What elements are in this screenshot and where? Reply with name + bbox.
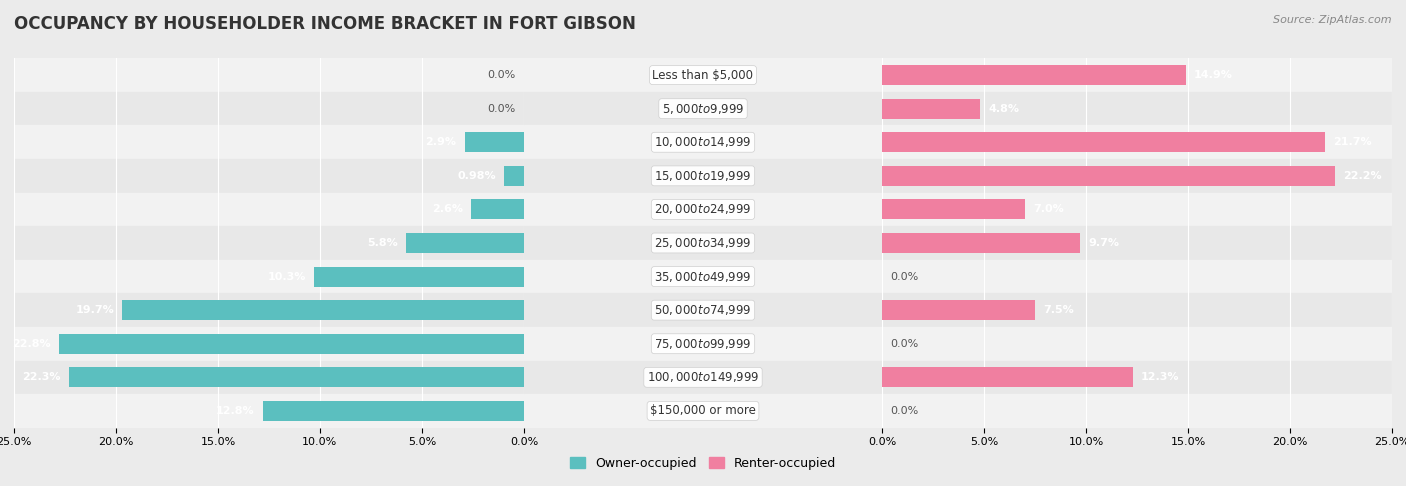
Bar — [882, 132, 1324, 152]
Bar — [14, 361, 524, 394]
Bar — [882, 199, 1025, 220]
Text: 0.0%: 0.0% — [890, 406, 918, 416]
Text: 4.8%: 4.8% — [988, 104, 1019, 114]
Text: Less than $5,000: Less than $5,000 — [652, 69, 754, 82]
Text: 22.8%: 22.8% — [13, 339, 51, 349]
Bar — [14, 125, 524, 159]
Bar — [524, 226, 882, 260]
Bar — [524, 394, 882, 428]
Bar — [69, 367, 524, 387]
Bar — [882, 226, 1392, 260]
Bar — [14, 226, 524, 260]
Bar — [882, 65, 1187, 85]
Bar — [882, 125, 1392, 159]
Bar — [14, 159, 524, 192]
Bar — [882, 260, 1392, 294]
Bar — [882, 233, 1080, 253]
Bar — [524, 159, 882, 192]
Bar — [14, 327, 524, 361]
Bar — [14, 192, 524, 226]
Bar — [524, 260, 882, 294]
Bar — [122, 300, 524, 320]
Bar — [882, 300, 1035, 320]
Bar — [524, 58, 882, 92]
Text: $100,000 to $149,999: $100,000 to $149,999 — [647, 370, 759, 384]
Bar — [471, 199, 524, 220]
Bar — [524, 92, 882, 125]
Text: 9.7%: 9.7% — [1088, 238, 1119, 248]
Bar — [59, 334, 524, 354]
Text: 10.3%: 10.3% — [267, 272, 305, 281]
Text: 0.0%: 0.0% — [890, 272, 918, 281]
Text: 0.98%: 0.98% — [457, 171, 496, 181]
Bar — [14, 294, 524, 327]
Bar — [14, 92, 524, 125]
Bar — [882, 99, 980, 119]
Text: 0.0%: 0.0% — [890, 339, 918, 349]
Text: $10,000 to $14,999: $10,000 to $14,999 — [654, 135, 752, 149]
Text: 0.0%: 0.0% — [488, 70, 516, 80]
Bar — [503, 166, 524, 186]
Bar — [524, 327, 882, 361]
Bar — [524, 192, 882, 226]
Text: 12.8%: 12.8% — [217, 406, 254, 416]
Text: 19.7%: 19.7% — [76, 305, 114, 315]
Bar — [882, 294, 1392, 327]
Text: 0.0%: 0.0% — [488, 104, 516, 114]
Bar — [882, 361, 1392, 394]
Bar — [465, 132, 524, 152]
Text: $150,000 or more: $150,000 or more — [650, 404, 756, 417]
Bar — [14, 260, 524, 294]
Text: 12.3%: 12.3% — [1142, 372, 1180, 382]
Bar — [882, 58, 1392, 92]
Text: $75,000 to $99,999: $75,000 to $99,999 — [654, 337, 752, 351]
Bar — [405, 233, 524, 253]
Legend: Owner-occupied, Renter-occupied: Owner-occupied, Renter-occupied — [565, 452, 841, 475]
Bar — [14, 58, 524, 92]
Text: $15,000 to $19,999: $15,000 to $19,999 — [654, 169, 752, 183]
Text: $50,000 to $74,999: $50,000 to $74,999 — [654, 303, 752, 317]
Bar — [882, 159, 1392, 192]
Text: $5,000 to $9,999: $5,000 to $9,999 — [662, 102, 744, 116]
Text: 2.6%: 2.6% — [432, 205, 463, 214]
Bar — [882, 166, 1334, 186]
Text: 14.9%: 14.9% — [1194, 70, 1233, 80]
Bar — [882, 394, 1392, 428]
Text: $20,000 to $24,999: $20,000 to $24,999 — [654, 203, 752, 216]
Text: $35,000 to $49,999: $35,000 to $49,999 — [654, 270, 752, 283]
Bar — [14, 394, 524, 428]
Bar — [882, 192, 1392, 226]
Text: 7.0%: 7.0% — [1033, 205, 1064, 214]
Text: 7.5%: 7.5% — [1043, 305, 1074, 315]
Text: 22.3%: 22.3% — [22, 372, 60, 382]
Text: $25,000 to $34,999: $25,000 to $34,999 — [654, 236, 752, 250]
Text: 21.7%: 21.7% — [1333, 137, 1371, 147]
Text: 5.8%: 5.8% — [367, 238, 398, 248]
Bar — [882, 92, 1392, 125]
Bar — [314, 266, 524, 287]
Text: OCCUPANCY BY HOUSEHOLDER INCOME BRACKET IN FORT GIBSON: OCCUPANCY BY HOUSEHOLDER INCOME BRACKET … — [14, 15, 636, 33]
Text: 22.2%: 22.2% — [1343, 171, 1382, 181]
Bar — [263, 401, 524, 421]
Bar — [882, 327, 1392, 361]
Bar — [524, 361, 882, 394]
Text: 2.9%: 2.9% — [426, 137, 457, 147]
Text: Source: ZipAtlas.com: Source: ZipAtlas.com — [1274, 15, 1392, 25]
Bar — [524, 294, 882, 327]
Bar — [524, 125, 882, 159]
Bar — [882, 367, 1133, 387]
